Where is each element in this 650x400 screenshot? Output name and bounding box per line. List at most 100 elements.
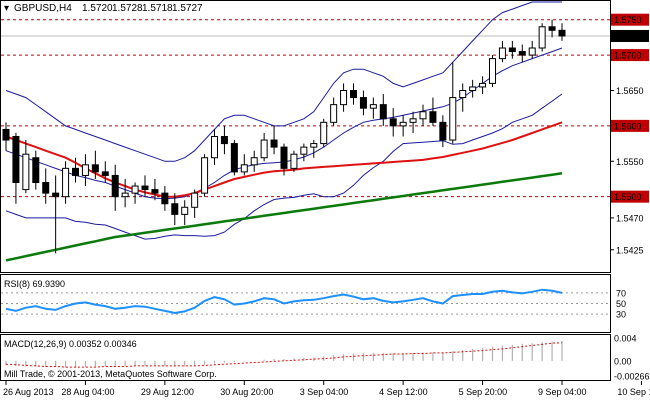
- candle-body: [479, 82, 487, 88]
- time-axis-tick: 9 Sep 04:00: [538, 387, 587, 397]
- time-axis-tick: 30 Aug 20:00: [220, 387, 273, 397]
- candle-body: [201, 157, 209, 194]
- price-level-badge: [611, 13, 649, 26]
- candle-body: [548, 26, 556, 31]
- candle-body: [389, 118, 397, 127]
- bollinger-band-line: [5, 93, 563, 240]
- rsi-axis-tick: 50: [616, 299, 626, 309]
- candle-body: [498, 47, 506, 60]
- candle-body: [518, 51, 526, 56]
- macd-header: MACD(12,26,9) 0.00352 0.00346: [4, 339, 137, 349]
- time-axis-tick: 29 Aug 12:00: [141, 387, 194, 397]
- candle-body: [52, 192, 60, 198]
- price-level-badge: [611, 119, 649, 132]
- candle-body: [369, 104, 377, 109]
- candle-body: [300, 146, 308, 155]
- candle-body: [101, 171, 109, 176]
- candle-body: [91, 164, 99, 173]
- time-axis-tick: 3 Sep 04:00: [300, 387, 349, 397]
- macd-signal-line: [5, 342, 563, 368]
- candle-body: [171, 203, 179, 215]
- candle-body: [260, 139, 268, 159]
- candle-body: [250, 157, 258, 166]
- axes: 1.5750 1.5727 1.5700 1.5650 1.5600 1.5550 1.55…: [3, 13, 650, 397]
- candle-body: [181, 206, 189, 215]
- moving-average-green-line: [5, 172, 563, 262]
- copyright-text: Mill Trade, © 2001-2013, MetaQuotes Soft…: [4, 369, 217, 379]
- dropdown-arrow-icon[interactable]: ▾: [4, 3, 9, 14]
- candle-body: [459, 89, 467, 99]
- chart-symbol-label: GBPUSD,H4: [14, 3, 72, 14]
- candle-body: [469, 86, 477, 91]
- price-axis-tick: 1.5700: [614, 51, 642, 61]
- candle-body: [111, 174, 119, 198]
- candle-body: [72, 167, 79, 176]
- candle-body: [350, 89, 357, 99]
- candle-body: [211, 136, 218, 159]
- candle-body: [42, 182, 50, 194]
- price-axis-tick: 1.5470: [616, 213, 644, 223]
- price-axis-tick: 1.5650: [616, 86, 644, 96]
- candle-body: [62, 167, 70, 198]
- candle-body: [409, 118, 417, 123]
- candle-body: [330, 104, 338, 123]
- macd-pane-frame: [0, 334, 611, 381]
- price-pane: [1, 1, 610, 262]
- candle-body: [12, 136, 20, 184]
- candle-body: [161, 192, 169, 205]
- time-axis-tick: 28 Aug 04:00: [61, 387, 114, 397]
- time-axis-tick: 26 Aug 2013: [3, 387, 54, 397]
- rsi-axis-tick: 70: [616, 288, 626, 298]
- ohlc-low: 1.5718: [142, 3, 173, 14]
- rsi-pane: [1, 288, 610, 315]
- ohlc-open: 1.5720: [82, 3, 113, 14]
- candle-body: [2, 128, 10, 141]
- candle-body: [429, 111, 437, 123]
- candle-body: [270, 139, 278, 148]
- price-axis-tick: 1.5425: [616, 245, 644, 255]
- candle-body: [32, 157, 40, 184]
- time-axis-tick: 10 Sep 12:00: [617, 387, 650, 397]
- candle-body: [340, 89, 348, 106]
- ohlc-close: 1.5727: [172, 3, 203, 14]
- candle-body: [489, 58, 496, 84]
- candle-body: [419, 111, 427, 120]
- macd-axis-tick: -0.00266: [614, 371, 650, 381]
- current-price-badge: [611, 29, 649, 42]
- candle-body: [538, 26, 546, 49]
- candle-body: [240, 164, 248, 173]
- bollinger-band-line: [5, 1, 562, 162]
- price-axis-tick: 1.5550: [616, 157, 644, 167]
- candle-body: [220, 136, 228, 145]
- candle-body: [558, 29, 566, 37]
- candle-body: [320, 121, 328, 145]
- macd-axis-tick: 0.00: [614, 356, 632, 366]
- candle-body: [399, 121, 407, 127]
- rsi-header: RSI(8) 69.9390: [4, 279, 65, 289]
- candle-body: [141, 185, 149, 191]
- candle-body: [151, 189, 159, 194]
- macd-pane: [5, 340, 563, 368]
- price-axis-tick: 1.5727: [614, 31, 642, 41]
- candle-body: [290, 153, 298, 169]
- rsi-axis-tick: 30: [616, 310, 626, 320]
- candle-body: [81, 164, 89, 176]
- rsi-line: [5, 288, 563, 315]
- price-axis-tick: 1.5750: [614, 15, 642, 25]
- time-axis-tick: 4 Sep 12:00: [379, 387, 428, 397]
- candle-body: [439, 121, 447, 141]
- time-axis-tick: 5 Sep 20:00: [459, 387, 508, 397]
- price-axis-tick: 1.5600: [614, 121, 642, 131]
- price-axis-tick: 1.5500: [614, 192, 642, 202]
- candle-body: [310, 143, 318, 148]
- candle-body: [508, 47, 516, 53]
- candle-body: [359, 97, 367, 109]
- candle-body: [230, 143, 238, 173]
- candle-body: [379, 104, 387, 120]
- candle-body: [131, 185, 139, 194]
- price-pane-frame: [0, 0, 611, 273]
- candle-body: [191, 192, 199, 208]
- candle-body: [449, 97, 457, 141]
